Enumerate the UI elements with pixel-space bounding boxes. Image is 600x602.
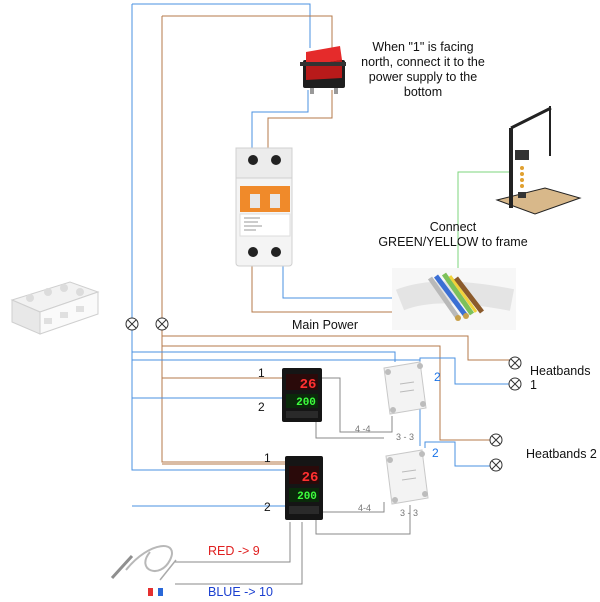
frame-illustration	[495, 106, 582, 215]
main-power-label: Main Power	[292, 318, 358, 332]
controller-1-pv: 26	[300, 377, 317, 393]
junction-brown-symbol	[155, 317, 169, 331]
junction-blue-symbol	[125, 317, 139, 331]
blue-ssr2-out	[424, 441, 492, 467]
main-power-cable	[392, 268, 516, 330]
heatband-2a-symbol	[489, 433, 503, 447]
blue-wire-label: BLUE -> 10	[208, 585, 273, 599]
junction-symbols	[125, 317, 522, 472]
switch-instruction-note: When "1" is facing north, connect it to …	[361, 40, 485, 99]
brown-to-heatbands-1	[162, 335, 512, 361]
controller-1-pin-2: 2	[258, 400, 265, 414]
heatband-2b-symbol	[489, 458, 503, 472]
controller-1-pin-1: 1	[258, 366, 265, 380]
brown-to-heatbands-2	[162, 345, 490, 441]
blue-ssr1-out	[419, 357, 510, 385]
ssr-2-link-label: 3 - 3	[400, 508, 419, 518]
brown-main-wire	[161, 15, 333, 463]
brown-switch-to-breaker	[267, 90, 333, 150]
controller-2-pv: 26	[302, 470, 319, 486]
ssr-1	[383, 361, 427, 415]
blue-to-ssr-2	[132, 359, 421, 446]
wires	[131, 3, 512, 585]
ssr-1-link-label: 3 - 3	[396, 432, 415, 442]
blue-breaker-to-cable	[282, 262, 400, 299]
ssr-1-output-label: 2	[434, 370, 441, 384]
controller-1-sv: 200	[296, 397, 316, 409]
heatband-1a-symbol	[508, 356, 522, 370]
ground-instruction-note: Connect GREEN/YELLOW to frame	[378, 220, 528, 249]
heatband-1b-symbol	[508, 377, 522, 391]
controller-2-pin-1: 1	[264, 451, 271, 465]
blue-switch-to-breaker	[251, 90, 309, 150]
blue-to-ssr-1	[132, 351, 396, 362]
gray-ctrl1-to-ssr1-b	[315, 418, 384, 439]
rocker-switch	[300, 46, 346, 94]
green-ground-wire	[457, 171, 510, 275]
gray-ctrl2-to-ssr2	[322, 502, 385, 513]
controller-2-pin-2: 2	[264, 500, 271, 514]
gray-thermocouple-blue	[175, 522, 303, 585]
temperature-controller-2: 26 200	[285, 456, 323, 520]
terminal-block	[10, 281, 100, 335]
circuit-breaker	[235, 147, 293, 267]
brown-breaker-to-cable	[251, 262, 400, 313]
ssr-2	[385, 449, 429, 505]
controller-2-link-label: 4-4	[358, 503, 372, 513]
controller-1-link-label: 4 -4	[355, 424, 371, 434]
heatbands-2-label: Heatbands 2	[526, 447, 597, 461]
gray-ctrl2-to-ssr2-b	[315, 505, 411, 535]
ssr-2-output-label: 2	[432, 446, 439, 460]
red-wire-label: RED -> 9	[208, 544, 260, 558]
blue-main-wire	[131, 3, 311, 471]
temperature-controller-1: 26 200	[282, 368, 322, 422]
controller-2-sv: 200	[297, 491, 317, 503]
gray-ctrl1-to-ssr1	[322, 377, 393, 433]
gray-thermocouple-red	[175, 522, 291, 563]
heatbands-1-label: Heatbands 1	[530, 364, 591, 392]
thermocouple-probe	[110, 545, 177, 596]
